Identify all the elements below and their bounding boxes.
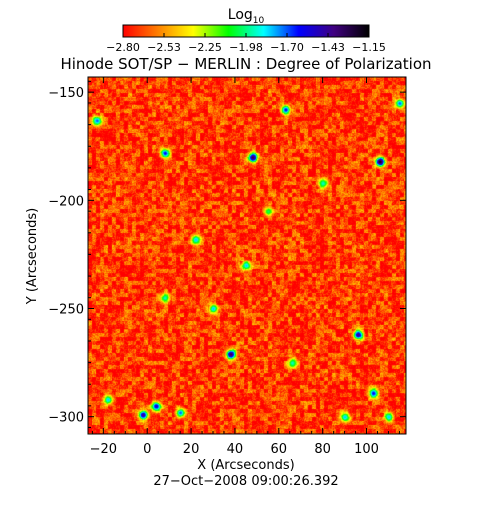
x-tick-label: 20 xyxy=(183,442,200,457)
x-tick-label: 60 xyxy=(271,442,288,457)
colorbar-tick-label: −1.70 xyxy=(270,41,304,54)
x-tick-label: 100 xyxy=(354,442,379,457)
y-tick-label: −150 xyxy=(48,86,84,101)
observation-date: 27−Oct−2008 09:00:26.392 xyxy=(153,474,338,489)
y-tick-label: −200 xyxy=(48,194,84,209)
heatmap-image xyxy=(88,77,406,434)
colorbar-label-main: Log xyxy=(228,7,253,23)
x-axis: −20 0 20 40 60 80 100 xyxy=(90,77,400,457)
x-tick-label: 0 xyxy=(143,442,151,457)
x-tick-label: 80 xyxy=(314,442,331,457)
y-axis: −300 −250 −200 −150 xyxy=(48,80,406,429)
plot-frame xyxy=(87,76,407,435)
heatmap-raster xyxy=(88,77,406,434)
x-tick-label: −20 xyxy=(90,442,117,457)
colorbar-label: Log10 xyxy=(228,7,265,26)
y-tick-label: −300 xyxy=(48,411,84,426)
colorbar-tick-label: −2.80 xyxy=(106,41,140,54)
y-axis-label: Y (Arcseconds) xyxy=(25,208,40,305)
colorbar-tick-label: −2.25 xyxy=(188,41,222,54)
colorbar-ticks: −2.80 −2.53 −2.25 −1.98 −1.70 −1.43 −1.15 xyxy=(106,33,386,54)
chart-title: Hinode SOT/SP − MERLIN : Degree of Polar… xyxy=(60,55,431,73)
colorbar-tick-label: −1.43 xyxy=(311,41,345,54)
colorbar-label-subscript: 10 xyxy=(253,16,265,26)
colorbar-tick-label: −1.98 xyxy=(229,41,263,54)
colorbar-tick-label: −1.15 xyxy=(352,41,386,54)
colorbar-tick-label: −2.53 xyxy=(147,41,181,54)
x-axis-label: X (Arcseconds) xyxy=(197,458,294,473)
x-tick-label: 40 xyxy=(227,442,244,457)
y-tick-label: −250 xyxy=(48,303,84,318)
